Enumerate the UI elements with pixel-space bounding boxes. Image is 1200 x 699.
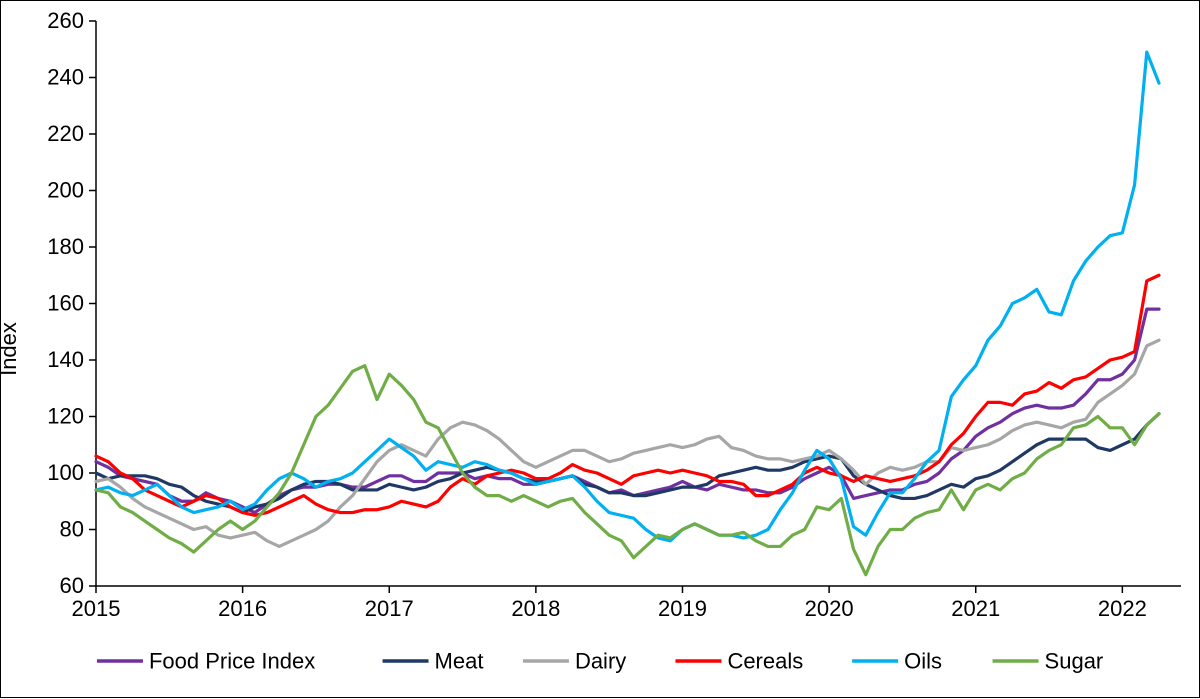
y-tick-label: 160 bbox=[47, 291, 84, 316]
line-chart: 60 80 100 120 140 160 180 200 220 240 260 2015 2016 2… bbox=[1, 1, 1200, 699]
y-tick-label: 220 bbox=[47, 121, 84, 146]
series-food-price-index bbox=[96, 309, 1159, 512]
y-tick-label: 60 bbox=[60, 573, 84, 598]
legend-label: Sugar bbox=[1045, 649, 1104, 674]
y-tick-label: 180 bbox=[47, 234, 84, 259]
legend-label: Oils bbox=[904, 649, 942, 674]
y-tick-label: 260 bbox=[47, 8, 84, 33]
legend-label: Food Price Index bbox=[149, 649, 315, 674]
x-tick-label: 2022 bbox=[1098, 596, 1147, 621]
x-tick-label: 2020 bbox=[805, 596, 854, 621]
y-tick-label: 140 bbox=[47, 347, 84, 372]
legend-label: Meat bbox=[435, 649, 484, 674]
series-cereals bbox=[96, 275, 1159, 515]
x-tick-label: 2015 bbox=[72, 596, 121, 621]
series-oils bbox=[96, 52, 1159, 541]
x-tick-label: 2016 bbox=[218, 596, 267, 621]
legend-label: Cereals bbox=[727, 649, 803, 674]
y-tick-label: 240 bbox=[47, 65, 84, 90]
chart-container: Index 60 80 100 120 140 160 180 200 220 240 260 201… bbox=[0, 0, 1200, 698]
y-tick-label: 200 bbox=[47, 178, 84, 203]
series-meat bbox=[96, 414, 1159, 513]
y-tick-label: 100 bbox=[47, 460, 84, 485]
y-axis-label: Index bbox=[0, 322, 22, 376]
legend-label: Dairy bbox=[575, 649, 626, 674]
x-tick-label: 2021 bbox=[951, 596, 1000, 621]
x-tick-label: 2019 bbox=[658, 596, 707, 621]
y-tick-label: 120 bbox=[47, 404, 84, 429]
y-tick-label: 80 bbox=[60, 517, 84, 542]
x-tick-label: 2018 bbox=[511, 596, 560, 621]
x-tick-label: 2017 bbox=[365, 596, 414, 621]
